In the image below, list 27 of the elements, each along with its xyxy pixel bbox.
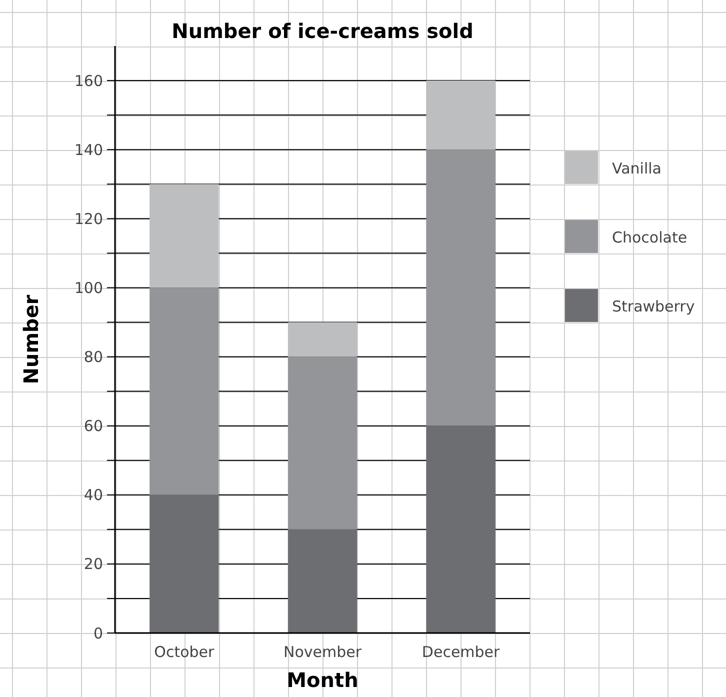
bar: [150, 288, 219, 495]
x-tick-label: December: [422, 643, 501, 661]
chart-title: Number of ice-creams sold: [172, 19, 474, 43]
bar: [426, 80, 496, 150]
legend-label: Strawberry: [612, 297, 695, 316]
bar: [288, 322, 358, 357]
bar: [150, 494, 219, 633]
y-tick-label: 120: [74, 210, 103, 228]
y-tick-label: 0: [93, 624, 103, 642]
bar: [288, 529, 358, 633]
legend-label: Vanilla: [612, 159, 662, 178]
bar: [150, 184, 219, 288]
y-tick-label: 80: [84, 348, 103, 366]
y-tick-label: 160: [74, 72, 103, 90]
bar: [288, 356, 358, 530]
x-tick-label: November: [283, 643, 362, 661]
y-tick-label: 20: [84, 555, 103, 574]
x-axis-title: Month: [286, 668, 358, 692]
y-axis-title: Number: [19, 294, 43, 384]
x-tick-label: October: [154, 643, 216, 661]
bar: [426, 150, 496, 426]
y-tick-label: 60: [84, 417, 103, 436]
y-tick-label: 140: [74, 140, 103, 159]
y-tick-label: 40: [84, 486, 103, 504]
legend-label: Chocolate: [612, 228, 688, 246]
bar: [426, 426, 496, 633]
y-tick-label: 100: [74, 278, 103, 297]
